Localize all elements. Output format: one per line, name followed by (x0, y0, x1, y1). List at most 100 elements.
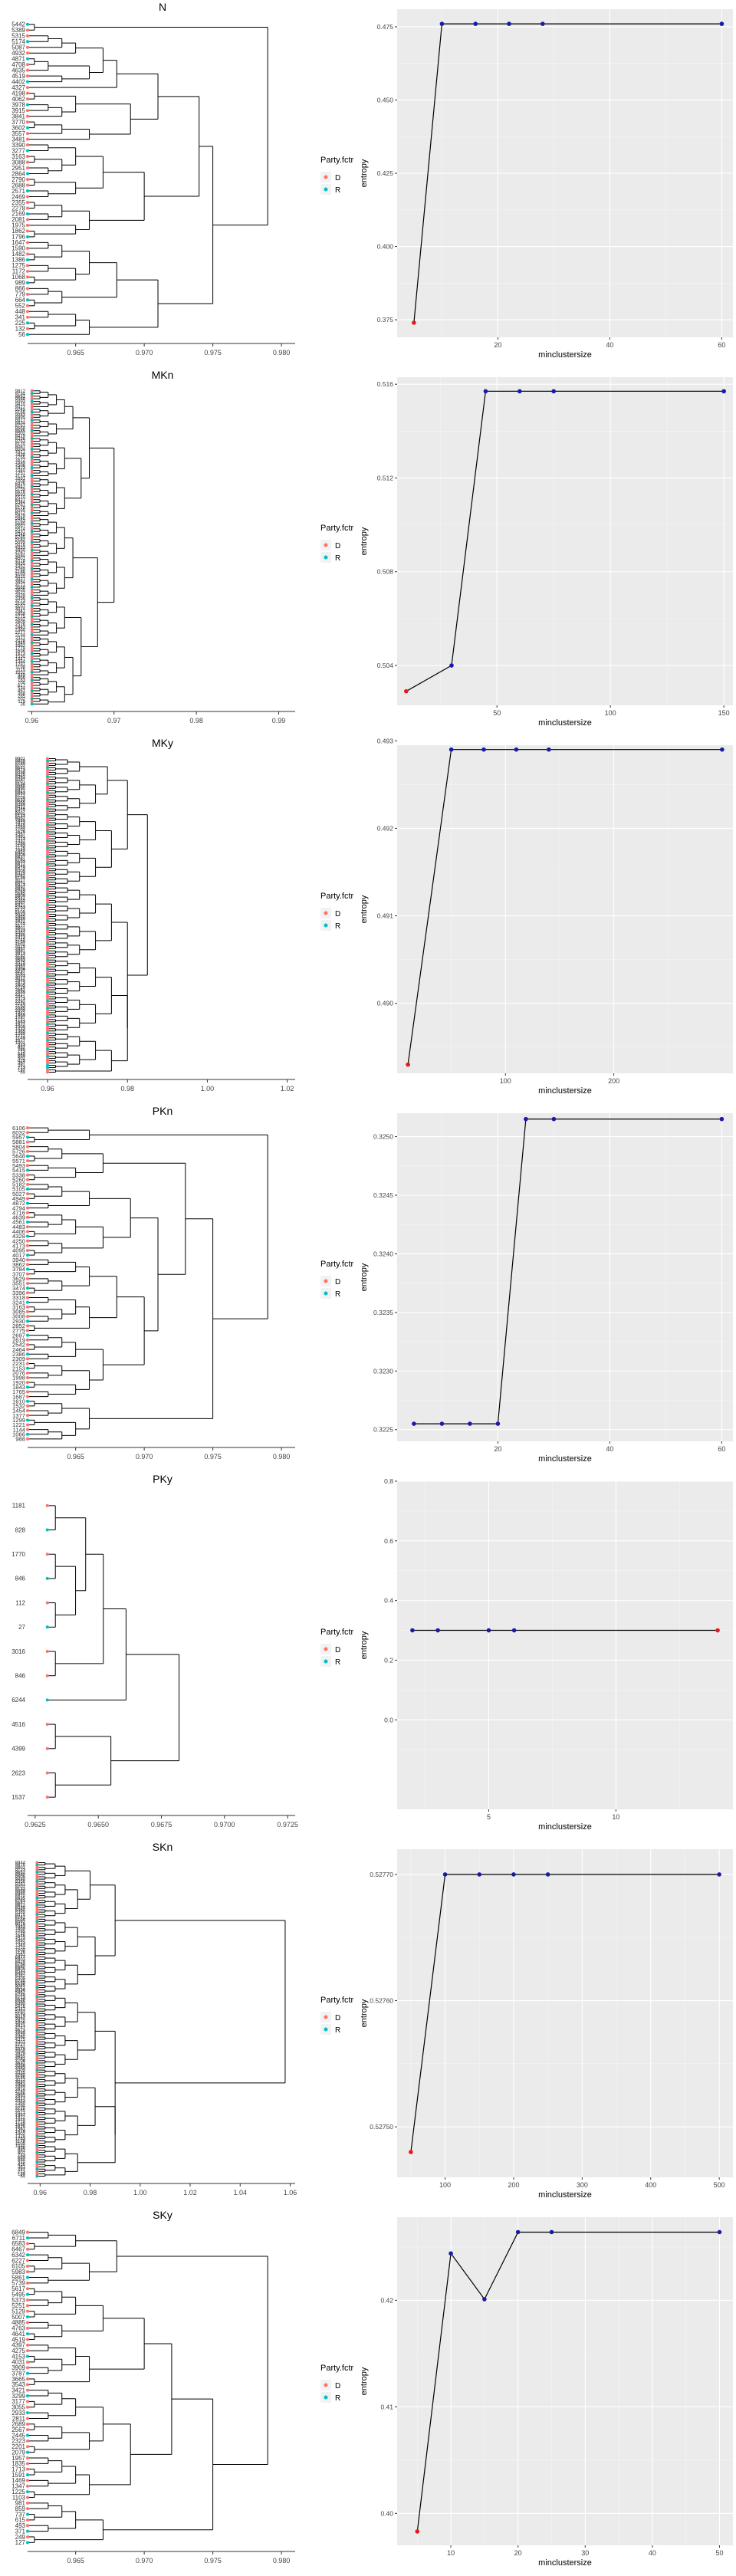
leaf-label: 1347 (12, 2483, 25, 2490)
leaf-point (30, 559, 34, 563)
leaf-label: 5490 (15, 2003, 26, 2007)
leaf-point (30, 485, 34, 488)
leaf-point (26, 1197, 29, 1201)
x-tick-label: 10 (447, 2549, 455, 2557)
leaf-label: 3841 (12, 113, 25, 120)
leaf-label: 4301 (15, 2040, 26, 2045)
leaf-label: 8761 (15, 1899, 26, 1904)
dendrogram-title: N (159, 1, 166, 13)
leaf-point (45, 816, 49, 820)
leaf-label: 3940 (12, 1257, 25, 1263)
leaf-point (35, 2157, 39, 2161)
leaf-point (35, 2118, 39, 2121)
leaf-point (26, 28, 29, 32)
leaf-point (26, 1286, 29, 1290)
leaf-label: 2526 (15, 623, 26, 628)
entropy-point (551, 1116, 557, 1122)
leaf-point (45, 1013, 49, 1017)
leaf-point (35, 2012, 39, 2016)
leaf-point (45, 1047, 49, 1051)
leaf-label: 7200 (15, 1948, 26, 1953)
leaf-label: 7989 (15, 819, 26, 823)
leaf-label: 789 (18, 1048, 26, 1053)
leaf-label: 6344 (15, 501, 26, 505)
leaf-label: 7589 (15, 461, 26, 465)
leaf-point (45, 1033, 49, 1037)
leaf-label: 2567 (12, 2426, 25, 2433)
leaf-label: 3381 (15, 965, 26, 970)
x-axis-label: minclustersize (538, 2190, 592, 2200)
leaf-point (26, 86, 29, 90)
leaf-point (30, 575, 34, 579)
leaf-point (45, 876, 49, 879)
dendrogram-title: SKy (153, 2209, 172, 2221)
leaf-label: 4932 (12, 50, 25, 57)
leaf-point (45, 768, 49, 772)
leaf-point (45, 780, 49, 784)
leaf-point (35, 2045, 39, 2049)
x-tick-label: 50 (715, 2549, 723, 2557)
dendrogram-x-tick-label: 0.96 (25, 717, 39, 724)
leaf-label: 8853 (15, 791, 26, 796)
leaf-label: 4025 (15, 945, 26, 949)
entropy-line (413, 23, 722, 323)
leaf-point (26, 1188, 29, 1191)
leaf-point (26, 1395, 29, 1398)
leaf-point (35, 2122, 39, 2126)
leaf-label: 9801 (15, 1866, 26, 1871)
leaf-label: 1030 (15, 2144, 26, 2149)
x-axis-label: minclustersize (538, 1822, 592, 1832)
leaf-point (35, 2023, 39, 2027)
leaf-point (30, 481, 34, 485)
entropy-point (410, 1628, 415, 1633)
leaf-label: 3557 (12, 130, 25, 137)
legend-swatch (324, 1279, 328, 1283)
leaf-label: 8633 (15, 798, 26, 803)
legend-label: D (335, 1278, 340, 1286)
leaf-label: 493 (15, 2522, 26, 2529)
dendrogram: N 544253895315517450874932487147084635451… (12, 1, 295, 356)
dendrogram-x-tick-label: 0.970 (136, 2557, 153, 2564)
leaf-label: 2790 (12, 176, 25, 183)
leaf-point (45, 949, 49, 953)
leaf-point (30, 590, 34, 594)
leaf-label: 828 (15, 1526, 26, 1533)
leaf-label: 4965 (15, 915, 26, 920)
leaf-label: 4794 (12, 1204, 26, 1211)
leaf-point (35, 2036, 39, 2039)
leaf-point (30, 697, 34, 701)
leaf-point (30, 530, 34, 534)
leaf-label: 2277 (15, 631, 26, 636)
leaf-point (26, 1282, 29, 1285)
legend-label: R (335, 554, 340, 563)
leaf-point (26, 2332, 29, 2336)
leaf-label: 2740 (15, 2090, 26, 2095)
leaf-label: 3439 (15, 593, 26, 598)
leaf-point (45, 1024, 49, 1028)
leaf-point (45, 843, 49, 847)
leaf-point (30, 476, 34, 480)
leaf-point (45, 770, 49, 774)
leaf-label: 1610 (12, 1398, 25, 1405)
leaf-point (30, 572, 34, 576)
leaf-label: 2517 (15, 2097, 26, 2101)
leaf-label: 4601 (15, 927, 26, 932)
leaf-point (35, 2073, 39, 2077)
leaf-label: 1922 (15, 2116, 26, 2121)
leaf-point (26, 1135, 29, 1139)
leaf-label: 988 (15, 1436, 25, 1443)
leaf-point (45, 986, 49, 990)
leaf-point (35, 1974, 39, 1978)
y-tick-label: 0.3230 (373, 1367, 393, 1375)
legend-label: R (335, 2026, 340, 2035)
entropy-point (435, 1628, 440, 1633)
leaf-label: 1001 (15, 1041, 26, 1046)
leaf-point (26, 126, 29, 130)
leaf-label: 4871 (12, 55, 25, 62)
leaf-point (30, 641, 34, 645)
leaf-label: 4601 (15, 557, 26, 561)
leaf-label: 8389 (15, 1911, 26, 1915)
leaf-label: 6106 (12, 1125, 25, 1132)
leaf-point (35, 2155, 39, 2159)
leaf-point (26, 143, 29, 147)
